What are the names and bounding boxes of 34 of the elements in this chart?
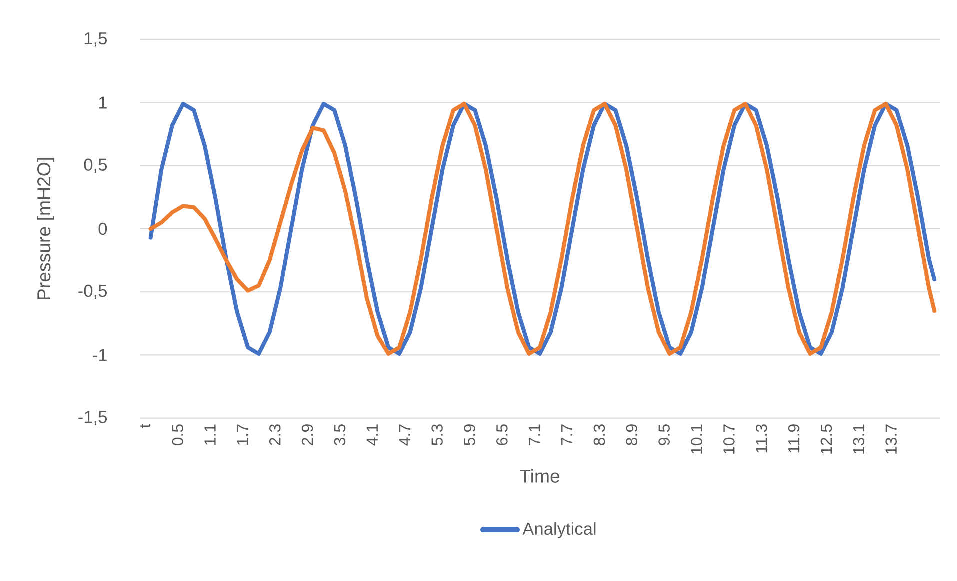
x-tick-label: 10.7: [724, 424, 735, 454]
x-tick-label: 2.3: [269, 424, 281, 446]
x-tick-label: 8.3: [594, 424, 606, 446]
x-tick-label: t: [140, 424, 151, 428]
x-tick-label: 5.9: [464, 424, 476, 446]
x-tick-label: 12.5: [820, 424, 832, 454]
x-tick-label: 11.9: [788, 424, 800, 453]
y-axis-title: Pressure [mH2O]: [37, 158, 54, 300]
x-axis-title: Time: [520, 469, 560, 483]
y-tick-label: 0,5: [84, 158, 108, 174]
y-tick-label: 1,5: [84, 32, 108, 47]
x-tick-label: 10.1: [691, 424, 702, 454]
x-tick-label: 1.7: [237, 424, 248, 445]
y-tick-label: -1,5: [78, 411, 108, 426]
x-tick-label: 9.5: [658, 424, 670, 446]
x-tick-label: 7.7: [562, 424, 573, 446]
x-tick-label: 11.3: [756, 424, 768, 453]
y-tick-label: -1: [93, 349, 107, 362]
x-tick-label: 4.7: [399, 424, 410, 446]
x-tick-label: 1.1: [204, 424, 216, 445]
x-tick-label: 13.1: [853, 424, 865, 454]
y-tick-label: 1: [99, 96, 107, 109]
x-tick-label: 8.9: [626, 424, 638, 446]
x-tick-label: 3.5: [334, 424, 346, 446]
x-tick-label: 0.5: [172, 424, 184, 446]
x-tick-label: 13.7: [886, 424, 898, 454]
x-tick-label: 7.1: [529, 424, 540, 446]
x-tick-label: 2.9: [302, 424, 314, 446]
y-tick-label: -0,5: [78, 284, 108, 300]
y-tick-label: 0: [98, 222, 108, 236]
x-tick-label: 5.3: [432, 424, 443, 446]
legend-label: Analytical: [522, 522, 596, 539]
x-tick-label: 6.5: [496, 424, 508, 446]
x-tick-label: 4.1: [366, 424, 378, 446]
